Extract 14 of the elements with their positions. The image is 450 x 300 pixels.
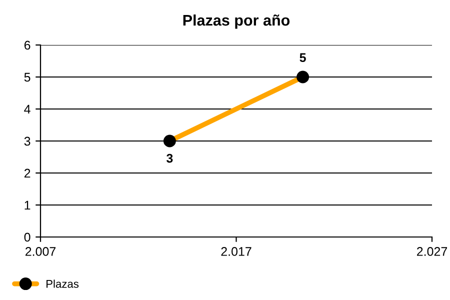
y-tick-label: 4: [24, 104, 30, 114]
x-tick-label: 2.027: [416, 247, 448, 256]
x-tick-label: 2.007: [25, 247, 56, 256]
y-tick-label: 0: [24, 232, 30, 242]
y-tick-label: 2: [24, 168, 30, 178]
y-tick-label: 6: [24, 40, 30, 50]
data-label: 5: [300, 53, 306, 62]
y-tick-label: 3: [24, 136, 30, 146]
y-tick-label: 5: [24, 72, 30, 82]
legend-label: Plazas: [46, 280, 79, 288]
y-tick-label: 1: [24, 200, 30, 210]
chart-title: Plazas por año: [183, 14, 290, 29]
data-label: 3: [166, 154, 173, 163]
x-tick-label: 2.017: [221, 247, 252, 256]
